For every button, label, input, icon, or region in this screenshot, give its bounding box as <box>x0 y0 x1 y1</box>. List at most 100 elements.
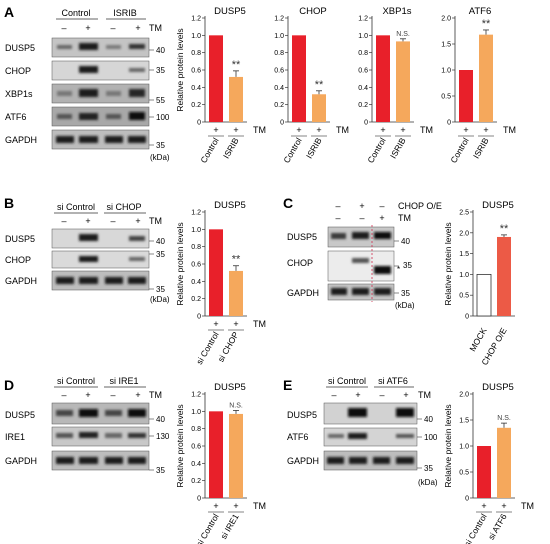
bar-isrib <box>312 94 326 122</box>
y-tick-label: 0.4 <box>358 85 368 92</box>
blot-b: si Control si CHOP – + – + TM DUSP5 CHOP… <box>5 202 170 304</box>
y-axis-label: Relative protein levels <box>443 222 453 305</box>
tm-mark: – <box>110 23 115 33</box>
y-tick-label: 0.8 <box>358 50 368 57</box>
y-tick-label: 0.6 <box>191 262 201 269</box>
significance-mark: N.S. <box>497 415 511 422</box>
kda-label: (kDa) <box>395 301 415 310</box>
condition-mark: – <box>379 201 384 211</box>
y-tick-label: 1.2 <box>358 16 368 23</box>
bar-si-control <box>209 411 223 498</box>
y-tick-label: 0.4 <box>274 85 284 92</box>
tm-mark: + <box>483 125 488 135</box>
category-label: Control <box>365 136 387 165</box>
mw-marker: 35 <box>424 464 433 473</box>
mw-marker: 35 <box>156 285 165 294</box>
y-tick-label: 0.5 <box>459 470 469 477</box>
category-label: si Control <box>194 512 221 544</box>
tm-mark: + <box>316 125 321 135</box>
y-tick-label: 0 <box>197 120 201 127</box>
blot-strip-dusp5 <box>51 228 150 249</box>
blot-strip-xbp1s <box>51 83 150 104</box>
blot-strip-dusp5 <box>323 402 418 425</box>
protein-label-atf6: ATF6 <box>5 112 26 122</box>
tm-mark: + <box>135 216 140 226</box>
blot-e: si Control si ATF6 – + – + TM DUSP5 ATF6 <box>287 376 438 487</box>
category-label: si IRE1 <box>218 512 240 541</box>
bar-isrib <box>396 41 410 122</box>
significance-mark: ** <box>315 79 324 91</box>
bar-si-chop <box>229 270 243 316</box>
category-label: ISRIB <box>471 136 491 161</box>
panel-label-a: A <box>4 4 14 20</box>
tm-label: TM <box>149 23 162 33</box>
tm-label: TM <box>149 216 162 226</box>
y-tick-label: 0.4 <box>191 461 201 468</box>
protein-label-chop: CHOP <box>5 66 31 76</box>
bar-control <box>459 70 473 122</box>
kda-label: (kDa) <box>418 478 438 487</box>
protein-label-atf6: ATF6 <box>287 432 308 442</box>
y-tick-label: 0.2 <box>274 102 284 109</box>
chart-title: DUSP5 <box>482 200 514 211</box>
y-tick-label: 0.2 <box>191 478 201 485</box>
y-tick-label: 0 <box>280 120 284 127</box>
y-tick-label: 1.0 <box>358 33 368 40</box>
group-label-control: Control <box>61 8 90 18</box>
tm-mark: + <box>403 390 408 400</box>
blot-strip-gapdh <box>51 129 150 150</box>
chart-title: DUSP5 <box>214 200 246 211</box>
tm-mark: – <box>379 390 384 400</box>
y-tick-label: 1.0 <box>191 33 201 40</box>
category-label: ISRIB <box>388 136 408 161</box>
protein-label-xbp1s: XBP1s <box>5 89 33 99</box>
bar-si-control <box>477 446 491 498</box>
blot-strip-atf6 <box>51 106 150 127</box>
category-label: ISRIB <box>221 136 241 161</box>
bar-chart-b-dusp5: DUSP5 Relative protein levels 0 0.2 0.4 0.6 0.… <box>175 200 266 366</box>
y-tick-label: 1.2 <box>274 16 284 23</box>
tm-mark: + <box>213 319 218 329</box>
tm-mark: + <box>400 125 405 135</box>
y-tick-label: 0 <box>197 496 201 503</box>
y-tick-label: 1.0 <box>459 272 469 279</box>
nonspecific-star: * <box>397 265 400 274</box>
y-tick-label: 1.0 <box>191 409 201 416</box>
protein-label-gapdh: GAPDH <box>287 288 319 298</box>
kda-label: (kDa) <box>150 295 170 304</box>
tm-mark: + <box>296 125 301 135</box>
bar-control <box>209 35 223 123</box>
bar-control <box>292 35 306 123</box>
y-tick-label: 2.0 <box>459 392 469 399</box>
blot-c: – + – CHOP O/E – – + TM DUSP5 CHOP GAPDH <box>287 201 442 310</box>
bar-chart-a-chop: CHOP 0 0.2 0.4 0.6 0.8 1.0 1.2 ** + + TM Control ISRI… <box>274 6 349 165</box>
bar-chart-d-dusp5: DUSP5 Relative protein levels 0 0.2 0.4 0.6 0.… <box>175 382 266 544</box>
y-tick-label: 1.0 <box>459 444 469 451</box>
protein-label-dusp5: DUSP5 <box>287 232 317 242</box>
category-label: ISRIB <box>304 136 324 161</box>
tm-label: TM <box>521 501 534 511</box>
tm-label: TM <box>253 125 266 135</box>
protein-label-gapdh: GAPDH <box>287 456 319 466</box>
tm-label: TM <box>503 125 516 135</box>
y-tick-label: 2.5 <box>459 210 469 217</box>
tm-mark: – <box>110 216 115 226</box>
condition-mark: – <box>359 213 364 223</box>
group-label-isrib: ISRIB <box>113 8 137 18</box>
blot-strip-dusp5 <box>327 226 395 248</box>
tm-label: TM <box>336 125 349 135</box>
y-tick-label: 0 <box>465 314 469 321</box>
category-label: si ATF6 <box>486 512 509 542</box>
mw-marker: 35 <box>401 289 410 298</box>
blot-strip-gapdh <box>327 283 395 301</box>
group-label-si-atf6: si ATF6 <box>378 376 408 386</box>
bar-chart-a-dusp5: DUSP5 Relative protein levels 0 0.2 0.4 0.6 0.… <box>175 6 266 165</box>
y-tick-label: 0.2 <box>191 102 201 109</box>
y-tick-label: 0.8 <box>191 426 201 433</box>
bar-chop-o-e <box>497 236 511 316</box>
tm-mark: + <box>213 501 218 511</box>
blot-a: Control ISRIB – + – + TM <box>5 8 170 162</box>
bar-chart-a-atf6: ATF6 0 0.5 1.0 1.5 2.0 ** + + TM Control ISRIB <box>441 6 516 165</box>
y-tick-label: 0.6 <box>191 68 201 75</box>
